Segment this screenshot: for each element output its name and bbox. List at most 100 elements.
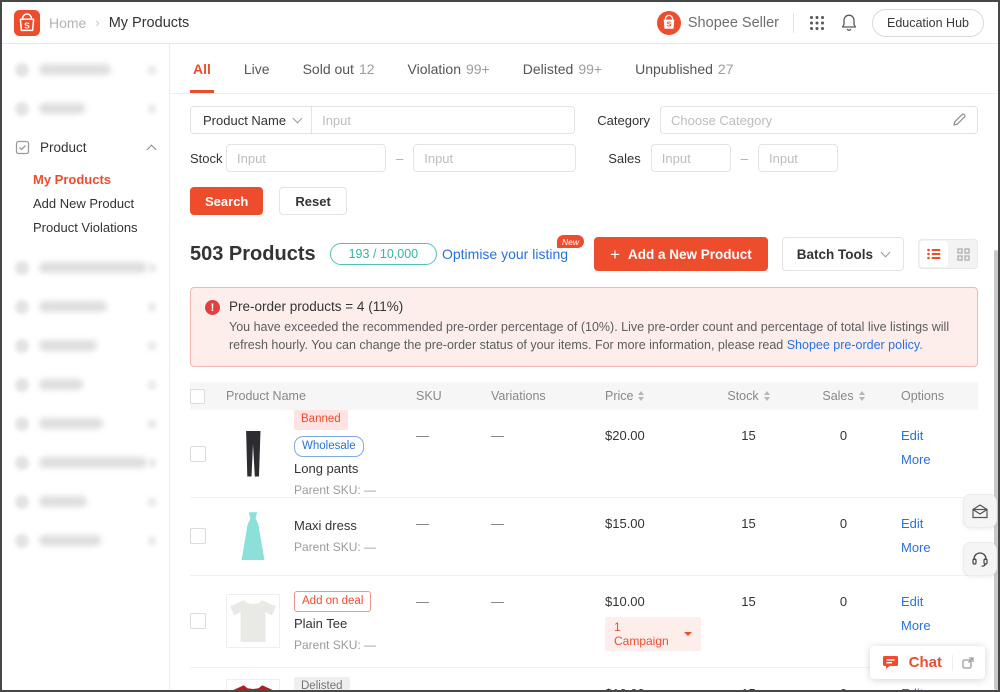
tab-violation[interactable]: Violation 99+ <box>405 44 493 93</box>
price-cell: $10.00 <box>581 668 701 690</box>
sidebar-item-blurred[interactable] <box>2 89 169 128</box>
table-row: Maxi dress Parent SKU: — — — $15.00 15 0 Edit Mo… <box>190 498 978 576</box>
row-checkbox[interactable] <box>190 445 206 462</box>
tab-delisted[interactable]: Delisted 99+ <box>520 44 605 93</box>
col-price[interactable]: Price <box>581 389 701 403</box>
product-name[interactable]: Plain Tee <box>294 615 348 631</box>
col-variations: Variations <box>491 389 546 404</box>
product-name-input[interactable] <box>312 107 574 133</box>
product-subitems: My Products Add New Product Product Violat… <box>2 167 169 239</box>
shopee-logo-icon[interactable]: S <box>14 9 40 36</box>
sidebar-item-product-violations[interactable]: Product Violations <box>33 219 138 235</box>
sidebar-item-blurred[interactable] <box>2 248 169 287</box>
col-stock[interactable]: Stock <box>701 389 796 403</box>
edit-link[interactable]: Edit <box>901 515 924 531</box>
price-value: $20.00 <box>605 428 645 444</box>
listing-quota-badge: 193 / 10,000 <box>329 243 438 265</box>
stock-max-input[interactable] <box>414 150 576 166</box>
sidebar-item-blurred[interactable] <box>2 404 169 443</box>
sort-icon[interactable] <box>638 391 645 402</box>
tab-unpublished[interactable]: Unpublished 27 <box>632 44 736 93</box>
product-tags: Banned Wholesale <box>294 410 406 457</box>
sidebar-item-blurred[interactable] <box>2 287 169 326</box>
more-link[interactable]: More <box>901 539 931 555</box>
caret-down-icon <box>684 631 692 636</box>
product-name[interactable]: Long pants <box>294 460 359 476</box>
sidebar-group-product[interactable]: Product <box>2 128 169 167</box>
sales-min-input[interactable] <box>651 150 730 166</box>
batch-tools-button[interactable]: Batch Tools <box>781 237 904 271</box>
add-new-product-button[interactable]: + Add a New Product <box>594 237 768 271</box>
sidebar-item-blurred[interactable] <box>2 50 169 89</box>
notifications-bell-icon[interactable] <box>840 13 858 32</box>
breadcrumb-home[interactable]: Home <box>49 14 87 31</box>
tab-sold-out[interactable]: Sold out 12 <box>300 44 378 93</box>
sidebar-item-blurred[interactable] <box>2 365 169 404</box>
variations-cell: — <box>481 668 581 690</box>
more-link[interactable]: More <box>901 617 931 633</box>
tab-label: Unpublished <box>635 60 713 77</box>
optimise-listing-link[interactable]: Optimise your listing New <box>442 235 585 262</box>
edit-link[interactable]: Edit <box>901 686 978 690</box>
support-headset-icon[interactable] <box>963 542 997 576</box>
price-cell: $20.00 <box>581 410 701 497</box>
row-checkbox[interactable] <box>190 528 206 545</box>
pencil-icon[interactable] <box>951 112 967 128</box>
more-link[interactable]: More <box>901 452 931 468</box>
sidebar-item-blurred[interactable] <box>2 482 169 521</box>
expand-chat-icon[interactable] <box>961 656 975 670</box>
product-cell: Add on deal Plain Tee Parent SKU: — <box>226 576 406 667</box>
table-row: Banned Wholesale Long pants Parent SKU: — — —… <box>190 410 978 498</box>
tab-live[interactable]: Live <box>241 44 273 93</box>
education-hub-button[interactable]: Education Hub <box>871 8 984 37</box>
category-input[interactable] <box>661 112 951 128</box>
select-all-checkbox[interactable] <box>190 388 205 404</box>
campaign-label: 1 Campaign <box>614 619 669 648</box>
scrollbar-thumb[interactable] <box>994 250 998 690</box>
sidebar-item-my-products[interactable]: My Products <box>33 171 112 187</box>
reset-button[interactable]: Reset <box>279 187 347 215</box>
edit-link[interactable]: Edit <box>901 428 924 444</box>
seller-brand[interactable]: S Shopee Seller <box>656 10 779 35</box>
stock-min-input[interactable] <box>227 150 385 166</box>
sku-cell: — <box>416 593 429 609</box>
search-button[interactable]: Search <box>190 187 264 215</box>
plus-icon: + <box>610 244 620 264</box>
sidebar-item-blurred[interactable] <box>2 521 169 560</box>
parent-sku: Parent SKU: — <box>294 637 377 652</box>
sidebar-item-blurred[interactable] <box>2 443 169 482</box>
alert-body: You have exceeded the recommended pre-or… <box>229 320 950 353</box>
col-options: Options <box>901 389 945 404</box>
chat-label: Chat <box>908 654 942 671</box>
options-cell: Edit More <box>891 576 978 667</box>
sales-max-input[interactable] <box>759 150 837 166</box>
list-view-icon[interactable] <box>920 241 948 267</box>
row-checkbox[interactable] <box>190 613 206 630</box>
alert-title: Pre-order products = 4 (11%) <box>229 299 404 314</box>
messages-envelope-icon[interactable] <box>963 494 997 528</box>
sales-cell: 0 <box>796 668 891 690</box>
tab-all[interactable]: All <box>190 44 214 93</box>
sidebar-item-add-new-product[interactable]: Add New Product <box>33 195 135 211</box>
apps-grid-icon[interactable] <box>808 14 826 32</box>
category-label: Category <box>597 112 650 128</box>
options-cell: Edit More <box>891 498 978 575</box>
product-shape <box>241 512 265 561</box>
edit-link[interactable]: Edit <box>901 593 924 609</box>
category-select[interactable] <box>660 106 978 134</box>
sort-icon[interactable] <box>858 391 865 402</box>
preorder-policy-link[interactable]: Shopee pre-order policy. <box>786 338 923 353</box>
chat-widget[interactable]: Chat <box>869 646 985 679</box>
product-name[interactable]: Maxi dress <box>294 518 357 534</box>
product-cell: Maxi dress Parent SKU: — <box>226 498 406 575</box>
shopee-seller-logo-icon: S <box>656 10 681 35</box>
sort-icon[interactable] <box>763 391 770 402</box>
search-field-selector[interactable]: Product Name <box>191 107 313 133</box>
grid-view-icon[interactable] <box>949 240 977 268</box>
col-sales[interactable]: Sales <box>796 389 891 403</box>
product-info: Maxi dress Parent SKU: — <box>294 518 376 554</box>
campaign-badge[interactable]: 1 Campaign <box>605 616 701 651</box>
sidebar-item-blurred[interactable] <box>2 326 169 365</box>
